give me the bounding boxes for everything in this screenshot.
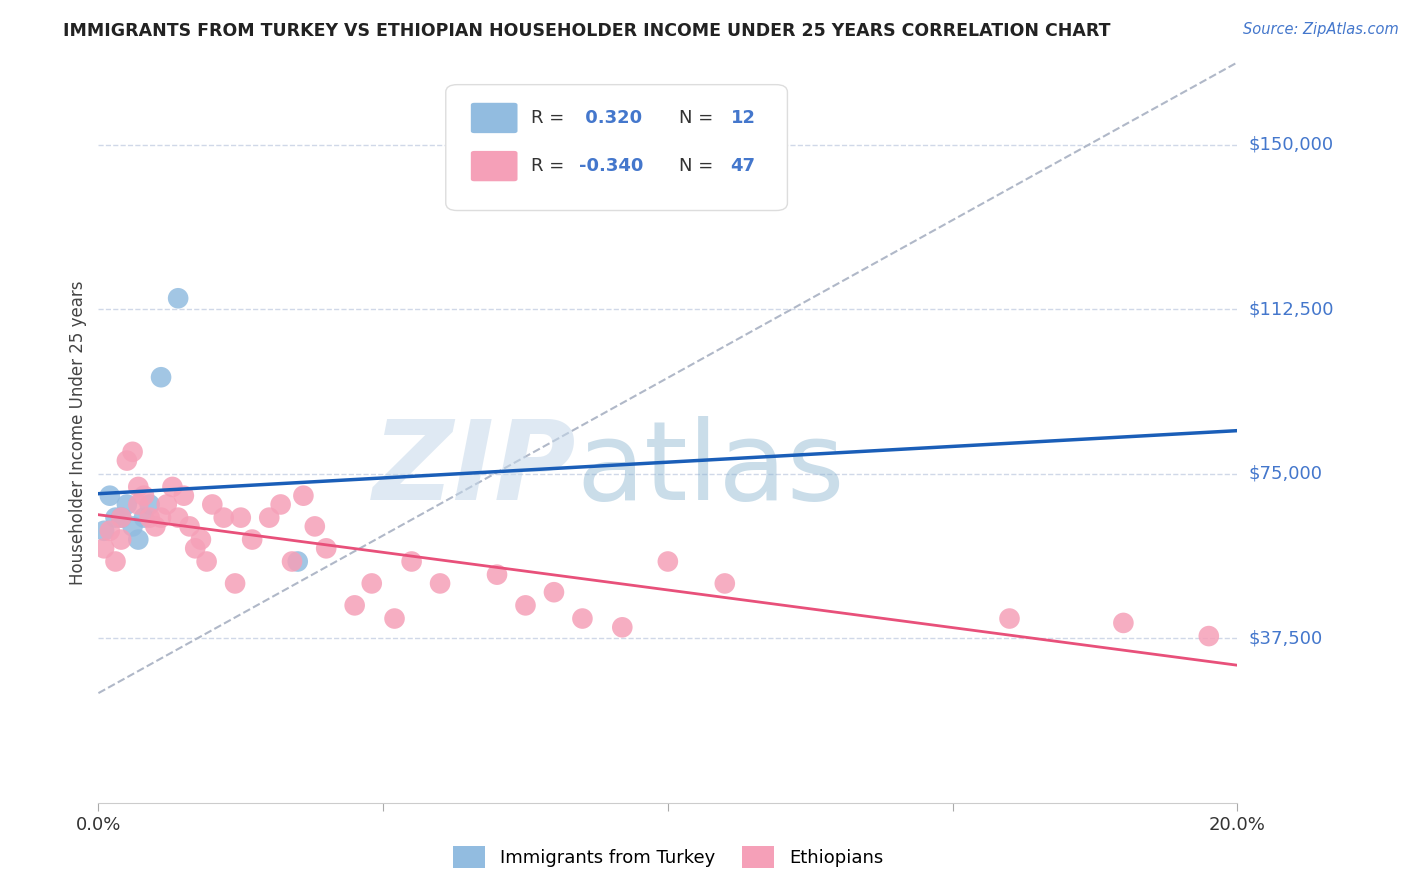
- Point: [184, 541, 207, 556]
- Point: [93, 524, 115, 538]
- Point: [195, 554, 218, 568]
- Point: [98, 524, 121, 538]
- Legend: Immigrants from Turkey, Ethiopians: Immigrants from Turkey, Ethiopians: [446, 838, 890, 875]
- Point: [486, 567, 509, 582]
- Point: [104, 554, 127, 568]
- Point: [110, 510, 132, 524]
- Point: [281, 554, 304, 568]
- Point: [179, 519, 201, 533]
- Text: Source: ZipAtlas.com: Source: ZipAtlas.com: [1243, 22, 1399, 37]
- Point: [657, 554, 679, 568]
- Point: [115, 453, 138, 467]
- Point: [110, 510, 132, 524]
- Point: [132, 510, 155, 524]
- Text: N =: N =: [679, 109, 720, 127]
- Point: [360, 576, 382, 591]
- Point: [110, 533, 132, 547]
- Point: [127, 498, 149, 512]
- Point: [292, 489, 315, 503]
- Text: N =: N =: [679, 157, 720, 175]
- Y-axis label: Householder Income Under 25 years: Householder Income Under 25 years: [69, 280, 87, 585]
- Point: [93, 541, 115, 556]
- Point: [259, 510, 281, 524]
- Point: [167, 291, 190, 305]
- Text: $112,500: $112,500: [1249, 301, 1334, 318]
- Point: [115, 498, 138, 512]
- Text: R =: R =: [531, 109, 571, 127]
- Point: [162, 480, 184, 494]
- Point: [201, 498, 224, 512]
- Text: atlas: atlas: [576, 417, 845, 523]
- Point: [429, 576, 451, 591]
- Text: $75,000: $75,000: [1249, 465, 1323, 483]
- FancyBboxPatch shape: [471, 151, 517, 181]
- Point: [612, 620, 634, 634]
- Text: -0.340: -0.340: [579, 157, 644, 175]
- Point: [167, 510, 190, 524]
- Point: [304, 519, 326, 533]
- Point: [127, 533, 149, 547]
- Text: ZIP: ZIP: [373, 417, 576, 523]
- Point: [1112, 615, 1135, 630]
- Text: $150,000: $150,000: [1249, 136, 1333, 153]
- Point: [121, 445, 143, 459]
- Point: [1198, 629, 1220, 643]
- Point: [150, 370, 173, 384]
- Text: R =: R =: [531, 157, 571, 175]
- Point: [132, 489, 155, 503]
- Point: [98, 489, 121, 503]
- Text: 12: 12: [731, 109, 755, 127]
- Point: [156, 498, 179, 512]
- Text: 0.320: 0.320: [579, 109, 643, 127]
- Text: IMMIGRANTS FROM TURKEY VS ETHIOPIAN HOUSEHOLDER INCOME UNDER 25 YEARS CORRELATIO: IMMIGRANTS FROM TURKEY VS ETHIOPIAN HOUS…: [63, 22, 1111, 40]
- Text: $37,500: $37,500: [1249, 629, 1323, 648]
- Point: [240, 533, 263, 547]
- Point: [173, 489, 195, 503]
- Point: [229, 510, 252, 524]
- Point: [998, 611, 1021, 625]
- Point: [145, 519, 167, 533]
- Point: [287, 554, 309, 568]
- Point: [270, 498, 292, 512]
- Point: [121, 519, 143, 533]
- Point: [543, 585, 565, 599]
- Point: [384, 611, 406, 625]
- Text: 47: 47: [731, 157, 755, 175]
- Point: [138, 510, 160, 524]
- FancyBboxPatch shape: [446, 85, 787, 211]
- Point: [714, 576, 737, 591]
- Point: [315, 541, 337, 556]
- Point: [127, 480, 149, 494]
- Point: [150, 510, 173, 524]
- Point: [515, 599, 537, 613]
- Point: [190, 533, 212, 547]
- Point: [343, 599, 366, 613]
- Point: [104, 510, 127, 524]
- Point: [571, 611, 593, 625]
- Point: [224, 576, 246, 591]
- FancyBboxPatch shape: [471, 103, 517, 133]
- Point: [212, 510, 235, 524]
- Point: [138, 498, 160, 512]
- Point: [401, 554, 423, 568]
